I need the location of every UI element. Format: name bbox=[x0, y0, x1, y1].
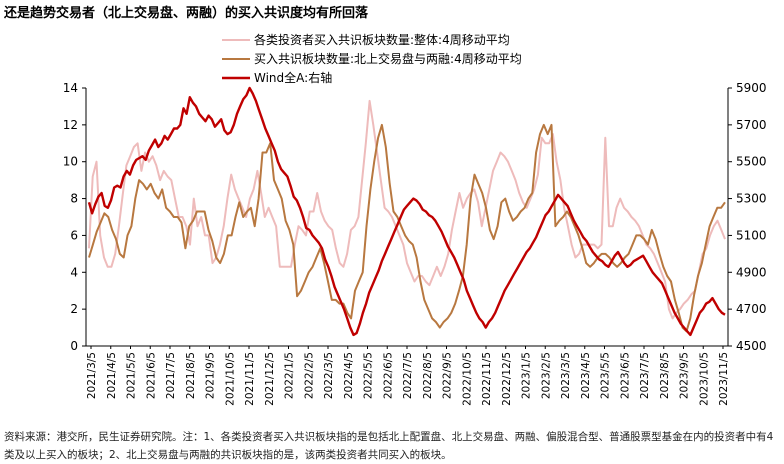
x-tick-label: 2021/5/5 bbox=[126, 352, 138, 399]
x-tick-label: 2022/10/5 bbox=[461, 352, 473, 406]
y-right-tick-label: 4700 bbox=[736, 302, 767, 316]
x-tick-label: 2022/1/5 bbox=[284, 352, 296, 399]
x-tick-label: 2022/4/5 bbox=[343, 352, 355, 399]
x-tick-label: 2023/1/5 bbox=[521, 352, 533, 399]
x-tick-label: 2023/6/5 bbox=[619, 352, 631, 399]
y-right-tick-label: 4500 bbox=[736, 339, 767, 353]
x-tick-label: 2021/12/5 bbox=[264, 352, 276, 406]
y-right-tick-label: 5100 bbox=[736, 228, 767, 242]
x-tick-label: 2023/8/5 bbox=[659, 352, 671, 399]
series-trend-traders-line bbox=[88, 123, 726, 333]
x-tick-label: 2021/3/5 bbox=[86, 352, 98, 399]
y-right-tick-label: 5700 bbox=[736, 118, 767, 132]
y-left-tick-label: 6 bbox=[70, 228, 78, 242]
legend-item-wind-all-a-label: Wind全A:右轴 bbox=[254, 70, 332, 85]
x-tick-label: 2023/9/5 bbox=[679, 352, 691, 399]
x-tick-label: 2021/6/5 bbox=[145, 352, 157, 399]
x-tick-label: 2022/9/5 bbox=[442, 352, 454, 399]
axes: 0 2 4 6 8 10 12 14 4500 4700 4900 5100 5300 5500 5700 5… bbox=[63, 81, 767, 406]
x-tick-label: 2022/2/5 bbox=[303, 352, 315, 399]
x-tick-label: 2021/4/5 bbox=[106, 352, 118, 399]
x-tick-label: 2023/2/5 bbox=[540, 352, 552, 399]
y-left-tick-label: 4 bbox=[70, 265, 78, 279]
legend: 各类投资者买入共识板块数量:整体:4周移动平均买入共识板块数量:北上交易盘与两融… bbox=[222, 32, 522, 85]
x-tick-label: 2022/5/5 bbox=[363, 352, 375, 399]
x-tick-label: 2023/4/5 bbox=[580, 352, 592, 399]
x-tick-label: 2022/12/5 bbox=[501, 352, 513, 406]
x-tick-label: 2022/11/5 bbox=[481, 352, 493, 406]
y-right-tick-label: 5500 bbox=[736, 155, 767, 169]
x-tick-label: 2022/6/5 bbox=[382, 352, 394, 399]
chart-title: 还是趋势交易者（北上交易盘、两融）的买入共识度均有所回落 bbox=[4, 6, 369, 21]
y-left-tick-label: 8 bbox=[70, 192, 78, 206]
x-tick-label: 2022/7/5 bbox=[402, 352, 414, 399]
x-tick-label: 2022/8/5 bbox=[422, 352, 434, 399]
x-tick-label: 2021/10/5 bbox=[224, 352, 236, 406]
x-tick-label: 2021/8/5 bbox=[185, 352, 197, 399]
x-tick-label: 2023/3/5 bbox=[560, 352, 572, 399]
series-all-investors-line bbox=[88, 99, 726, 320]
source-note: 资料来源：港交所，民生证券研究院。注：1、各类投资者买入共识板块指的是包括北上配… bbox=[4, 431, 774, 461]
y-left-tick-label: 14 bbox=[63, 81, 78, 95]
x-tick-label: 2023/10/5 bbox=[698, 352, 710, 406]
x-tick-label: 2021/7/5 bbox=[165, 352, 177, 399]
y-right-tick-label: 5900 bbox=[736, 81, 767, 95]
legend-item-trend-traders-label: 买入共识板块数量:北上交易盘与两融:4周移动平均 bbox=[254, 51, 522, 66]
series-layer bbox=[87, 86, 726, 337]
x-tick-label: 2023/11/5 bbox=[718, 352, 730, 406]
series-wind-all-a-line bbox=[87, 86, 726, 337]
x-tick-label: 2022/3/5 bbox=[323, 352, 335, 399]
y-right-tick-label: 4900 bbox=[736, 265, 767, 279]
y-left-tick-label: 12 bbox=[63, 118, 78, 132]
x-tick-label: 2023/5/5 bbox=[600, 352, 612, 399]
y-left-tick-label: 0 bbox=[70, 339, 78, 353]
x-tick-label: 2023/7/5 bbox=[639, 352, 651, 399]
y-left-tick-label: 2 bbox=[70, 302, 78, 316]
x-tick-label: 2021/11/5 bbox=[244, 352, 256, 406]
y-right-tick-label: 5300 bbox=[736, 192, 767, 206]
x-tick-label: 2021/9/5 bbox=[205, 352, 217, 399]
y-left-tick-label: 10 bbox=[63, 155, 78, 169]
legend-item-all-investors-label: 各类投资者买入共识板块数量:整体:4周移动平均 bbox=[254, 32, 510, 47]
line-chart: 0 2 4 6 8 10 12 14 4500 4700 4900 5100 5300 5500 5700 5… bbox=[63, 32, 767, 406]
